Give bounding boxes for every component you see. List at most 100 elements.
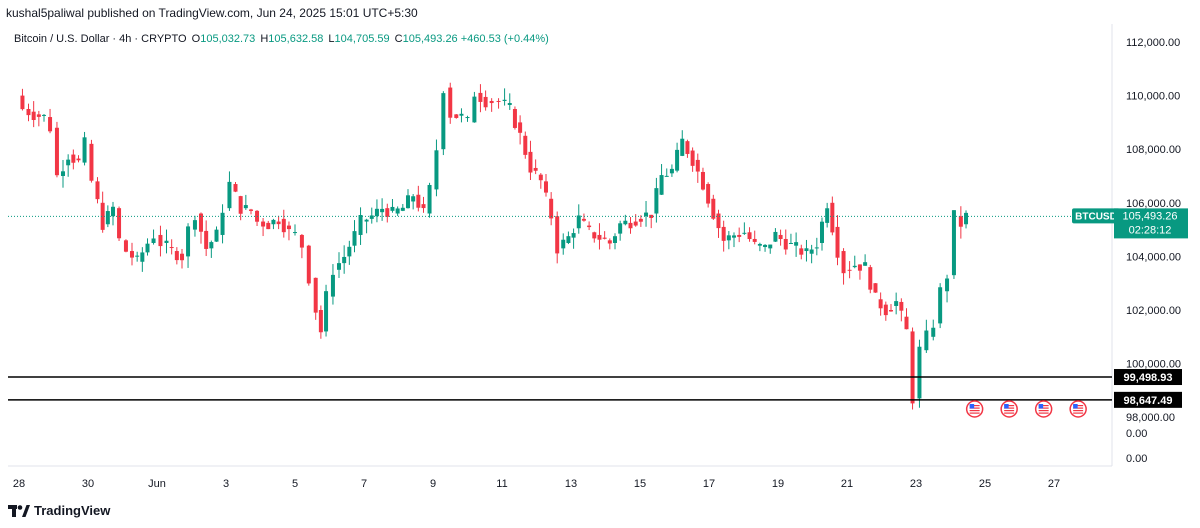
- candle-body: [454, 114, 459, 118]
- candle-body: [873, 283, 878, 293]
- candle-body: [721, 226, 726, 241]
- candle-body: [48, 117, 53, 132]
- candle-body: [204, 230, 209, 249]
- candle-body: [89, 143, 94, 181]
- candle-body: [411, 196, 416, 202]
- us-flag-icon[interactable]: [1069, 400, 1087, 418]
- candle-body: [659, 175, 664, 195]
- candle-body: [700, 171, 705, 190]
- candle-body: [549, 198, 554, 219]
- flag-stripe: [1004, 412, 1015, 414]
- candle-body: [238, 196, 243, 214]
- candle-body: [174, 251, 179, 261]
- candle-body: [271, 219, 276, 225]
- x-tick-label: 9: [430, 478, 436, 490]
- candle-body: [405, 195, 410, 209]
- candle-body: [773, 231, 778, 242]
- candle-body: [538, 174, 543, 181]
- x-tick-label: 28: [13, 478, 25, 490]
- candle-body: [364, 219, 369, 222]
- candle-body: [111, 206, 116, 217]
- candle-body: [220, 212, 225, 235]
- support-line-label: 98,647.49: [1124, 395, 1173, 407]
- candle-body: [42, 114, 47, 116]
- candle-body: [863, 262, 868, 266]
- x-tick-label: 5: [292, 478, 298, 490]
- candle-body: [95, 181, 100, 200]
- candle-body: [380, 208, 385, 213]
- candle-body: [318, 310, 323, 333]
- candle-body: [100, 202, 105, 230]
- candle-body: [261, 221, 266, 227]
- ticker-badge-bg[interactable]: [1072, 208, 1120, 224]
- candle-body: [778, 234, 783, 240]
- candle-body: [964, 212, 969, 225]
- symbol-title[interactable]: Bitcoin / U.S. Dollar · 4h · CRYPTO: [14, 33, 187, 45]
- close-label: C: [394, 33, 403, 45]
- candle-body: [533, 167, 538, 171]
- high-label: H: [260, 33, 269, 45]
- tradingview-logo[interactable]: TradingView: [8, 503, 110, 518]
- candle-body: [566, 236, 571, 243]
- flag-stripe: [1004, 407, 1015, 409]
- flag-canton: [1004, 404, 1009, 409]
- x-tick-label: 19: [772, 478, 784, 490]
- candle-body: [799, 248, 804, 255]
- x-tick-label: 17: [703, 478, 715, 490]
- candle-body: [804, 248, 809, 252]
- price-badge-value: 105,493.26: [1122, 210, 1177, 222]
- candle-body: [597, 234, 602, 240]
- candle-body: [214, 229, 219, 242]
- candle-body: [478, 92, 483, 102]
- candle-body: [145, 243, 150, 253]
- candle-body: [502, 99, 507, 101]
- candle-body: [685, 141, 690, 154]
- candle-body: [809, 249, 814, 254]
- candle-body: [66, 159, 71, 166]
- x-tick-label: 15: [634, 478, 646, 490]
- flag-stripe: [969, 405, 980, 407]
- candle-body: [768, 244, 773, 249]
- us-flag-icon[interactable]: [1000, 400, 1018, 418]
- flag-stripe: [1004, 405, 1015, 407]
- candle-body: [36, 114, 41, 117]
- candle-body: [330, 274, 335, 297]
- us-flag-icon[interactable]: [1034, 400, 1053, 418]
- flag-stripe: [1004, 410, 1015, 412]
- candle-body: [266, 222, 271, 230]
- candle-body: [512, 109, 517, 128]
- flag-stripe: [1038, 405, 1049, 407]
- x-tick-label: Jun: [148, 478, 166, 490]
- candle-body: [421, 204, 426, 209]
- high-value: 105,632.58: [268, 33, 324, 45]
- candle-body: [31, 111, 36, 121]
- ticker-badge: BTCUSD: [1075, 211, 1117, 222]
- candle-body: [276, 221, 281, 225]
- candle-body: [117, 208, 122, 239]
- y-tick-label: 98,000.00: [1126, 412, 1175, 424]
- change-value: +460.53 (+0.44%): [460, 33, 549, 45]
- flag-stripe: [1073, 410, 1084, 412]
- candle-body: [607, 240, 612, 244]
- flag-stripe: [1073, 407, 1084, 409]
- y-tick-label-extra: 0.00: [1126, 453, 1147, 465]
- candle-body: [82, 137, 87, 163]
- candle-body: [716, 213, 721, 229]
- candle-body: [814, 247, 819, 249]
- candle-body: [888, 310, 893, 312]
- y-tick-label: 106,000.00: [1126, 198, 1181, 210]
- candle-body: [518, 122, 523, 133]
- us-flag-icon[interactable]: [965, 400, 984, 418]
- x-tick-label: 11: [496, 478, 507, 490]
- y-tick-label: 110,000.00: [1126, 91, 1180, 103]
- candle-body: [695, 159, 700, 172]
- candle-body: [472, 96, 477, 123]
- flag-stripe: [969, 412, 980, 414]
- candle-body: [76, 158, 81, 161]
- candle-body: [910, 331, 915, 404]
- flag-stripe: [1038, 410, 1049, 412]
- candle-body: [496, 100, 501, 102]
- flag-stripe: [1073, 412, 1084, 414]
- candle-body: [945, 278, 950, 292]
